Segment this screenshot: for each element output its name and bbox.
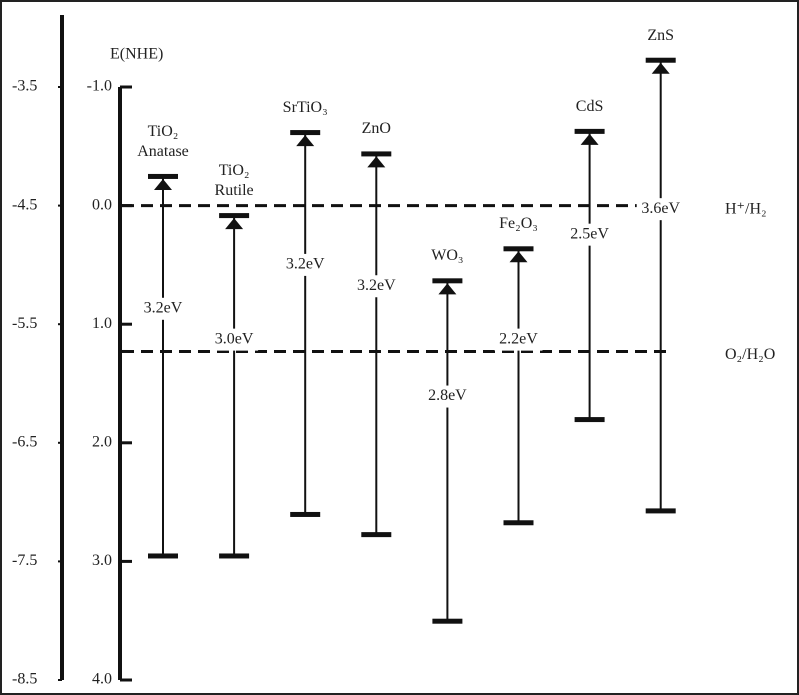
conduction-band bbox=[219, 213, 249, 218]
gap-label: 3.2eV bbox=[357, 277, 396, 294]
arrow-head bbox=[438, 283, 456, 294]
y-tick-label: 0.0 bbox=[92, 196, 112, 213]
y2-tick-label: -3.5 bbox=[12, 78, 37, 95]
arrow-head bbox=[154, 179, 172, 190]
valence-band bbox=[504, 520, 534, 525]
y2-tick-label: -5.5 bbox=[12, 315, 37, 332]
reference-label: O₂/H₂O bbox=[725, 346, 775, 363]
material-label: Fe₂O₃ bbox=[474, 214, 564, 234]
arrow-head bbox=[296, 135, 314, 146]
y-tick-label: 1.0 bbox=[92, 315, 112, 332]
gap-label: 3.0eV bbox=[215, 330, 254, 347]
y2-tick-label: -4.5 bbox=[12, 196, 37, 213]
gap-label: 2.8eV bbox=[428, 387, 467, 404]
arrow-head bbox=[652, 63, 670, 74]
gap-label: 3.2eV bbox=[286, 256, 325, 273]
conduction-band bbox=[361, 151, 391, 156]
gap-label: 3.6eV bbox=[641, 200, 680, 217]
material-label: TiO₂ Anatase bbox=[118, 122, 208, 162]
material-label: ZnS bbox=[616, 26, 706, 46]
conduction-band bbox=[290, 130, 320, 135]
chart: E(NHE) -1.0 0.0 1.0 2.0 3.0 4.0 -3.5 -4.5 -5.5 -6… bbox=[0, 0, 799, 695]
conduction-band bbox=[148, 174, 178, 179]
material-label: CdS bbox=[545, 97, 635, 117]
material-label: SrTiO₃ bbox=[260, 98, 350, 118]
y-tick-label: -1.0 bbox=[87, 78, 112, 95]
y-axis-title: E(NHE) bbox=[110, 46, 163, 63]
y2-tick-label: -6.5 bbox=[12, 433, 37, 450]
y-tick-label: 4.0 bbox=[92, 671, 112, 688]
y-tick-label: 2.0 bbox=[92, 433, 112, 450]
gap-label: 2.5eV bbox=[570, 225, 609, 242]
conduction-band bbox=[504, 246, 534, 251]
valence-band bbox=[646, 508, 676, 513]
y2-tick-label: -8.5 bbox=[12, 671, 37, 688]
y2-tick-label: -7.5 bbox=[12, 552, 37, 569]
valence-band bbox=[219, 553, 249, 558]
page: E(NHE) -1.0 0.0 1.0 2.0 3.0 4.0 -3.5 -4.5 -5.5 -6… bbox=[0, 0, 799, 695]
gap-label: 3.2eV bbox=[144, 299, 183, 316]
material-label: ZnO bbox=[331, 119, 421, 139]
valence-band bbox=[432, 619, 462, 624]
arrow-head bbox=[225, 218, 243, 229]
valence-band bbox=[361, 532, 391, 537]
material-label: WO₃ bbox=[402, 246, 492, 266]
conduction-band bbox=[432, 278, 462, 283]
arrow-head bbox=[510, 251, 528, 262]
arrow-head bbox=[367, 156, 385, 167]
arrow-head bbox=[581, 134, 599, 145]
valence-band bbox=[148, 553, 178, 558]
valence-band bbox=[290, 512, 320, 517]
valence-band bbox=[575, 417, 605, 422]
conduction-band bbox=[646, 58, 676, 63]
conduction-band bbox=[575, 129, 605, 134]
gap-label: 2.2eV bbox=[499, 330, 538, 347]
y-tick-label: 3.0 bbox=[92, 552, 112, 569]
reference-label: H⁺/H₂ bbox=[725, 200, 767, 217]
material-label: TiO₂ Rutile bbox=[189, 161, 279, 201]
